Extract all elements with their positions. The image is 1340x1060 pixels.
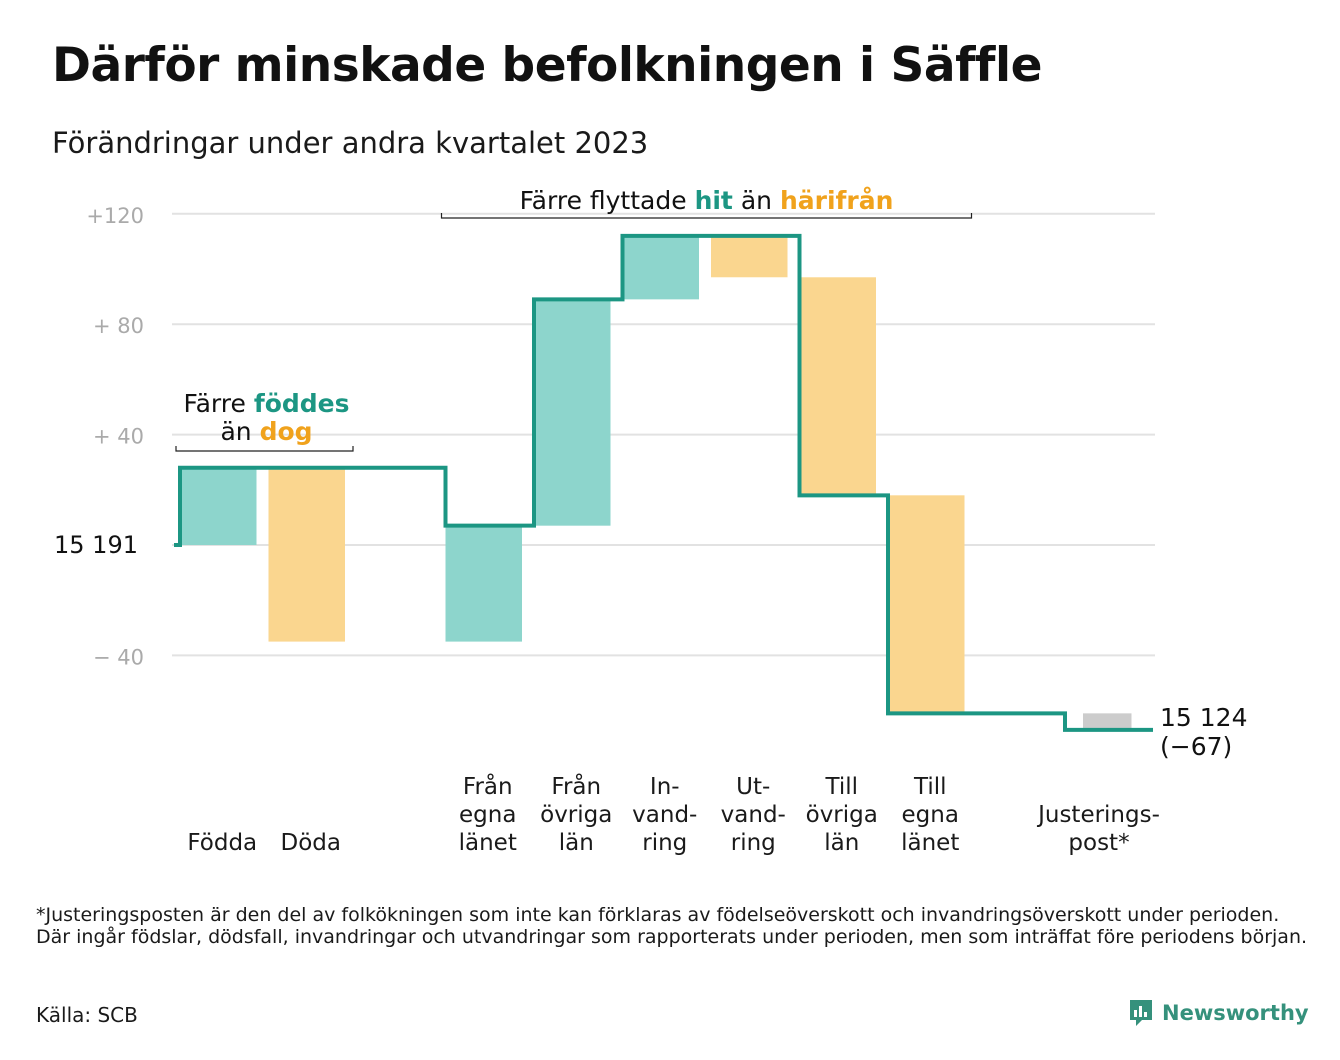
x-category-label: Döda: [281, 830, 341, 856]
x-category-label: Från: [463, 772, 513, 800]
x-category-label: Födda: [187, 830, 257, 856]
y-tick-label: +120: [86, 204, 144, 228]
annotation-moves-bracket: [440, 213, 973, 219]
annotation-part: härifrån: [780, 186, 893, 215]
brand-logo: Newsworthy: [1128, 998, 1309, 1028]
x-category-label: Till: [824, 774, 858, 800]
x-category-label: vand-: [721, 802, 786, 828]
annotation-births-bracket: [175, 446, 354, 452]
annotation-moves-line: Färre flyttade hit än härifrån: [520, 186, 894, 215]
y-tick-label: − 40: [93, 645, 144, 669]
x-category-label: län: [824, 830, 859, 856]
x-category-label: Från: [551, 772, 601, 800]
annotation-part: än: [220, 417, 259, 446]
source-note: Källa: SCB: [36, 1003, 138, 1027]
y-tick-label: + 40: [93, 425, 144, 449]
x-category-label: egna: [459, 802, 516, 828]
x-category-label: ring: [642, 830, 687, 856]
annotation-part: föddes: [254, 389, 350, 418]
brand-name: Newsworthy: [1162, 1001, 1309, 1025]
y-tick-label: + 80: [93, 314, 144, 338]
bar-till-egna-länet: [888, 495, 965, 714]
x-category-label: län: [559, 830, 594, 856]
annotation-births-line1: Färre föddes: [184, 389, 350, 418]
start-value-label: 15 191: [54, 531, 138, 559]
x-category-label: övriga: [540, 802, 612, 828]
chart-title: Därför minskade befolkningen i Säffle: [52, 38, 1042, 93]
footnote: *Justeringsposten är den del av folkökni…: [36, 904, 1308, 948]
x-category-label: Justerings-: [1036, 802, 1160, 828]
annotation-part: dog: [260, 417, 313, 446]
bar-från-övriga-län: [534, 299, 611, 526]
bar-invandring: [622, 235, 699, 300]
bar-födda: [180, 467, 257, 545]
bar-utvandring: [711, 235, 788, 278]
x-category-label: Till: [913, 774, 947, 800]
bar-från-egna-länet: [445, 525, 522, 642]
x-category-label: Ut-: [736, 774, 770, 800]
change-value-label: (−67): [1160, 732, 1232, 761]
x-category-label: länet: [901, 830, 959, 856]
x-category-label: egna: [902, 802, 959, 828]
newsworthy-logo-icon: [1130, 1000, 1152, 1026]
chart-subtitle: Förändringar under andra kvartalet 2023: [52, 126, 649, 160]
x-category-label: post*: [1068, 830, 1129, 856]
bar-justeringspost-: [1083, 713, 1132, 730]
annotation-part: än: [733, 186, 780, 215]
annotation-part: Färre flyttade: [520, 186, 695, 215]
bar-till-övriga-län: [799, 277, 876, 496]
end-value-label: 15 124: [1160, 703, 1247, 732]
annotation-part: hit: [695, 186, 733, 215]
bar-döda: [268, 467, 345, 642]
x-category-label: In-: [650, 774, 680, 800]
x-category-label: ring: [731, 830, 776, 856]
waterfall-step-line: [174, 233, 1153, 732]
x-category-label: vand-: [632, 802, 697, 828]
x-category-label: länet: [459, 830, 517, 856]
annotation-part: Färre: [184, 389, 254, 418]
annotation-births-line2: än dog: [220, 417, 312, 446]
x-category-label: övriga: [806, 802, 878, 828]
